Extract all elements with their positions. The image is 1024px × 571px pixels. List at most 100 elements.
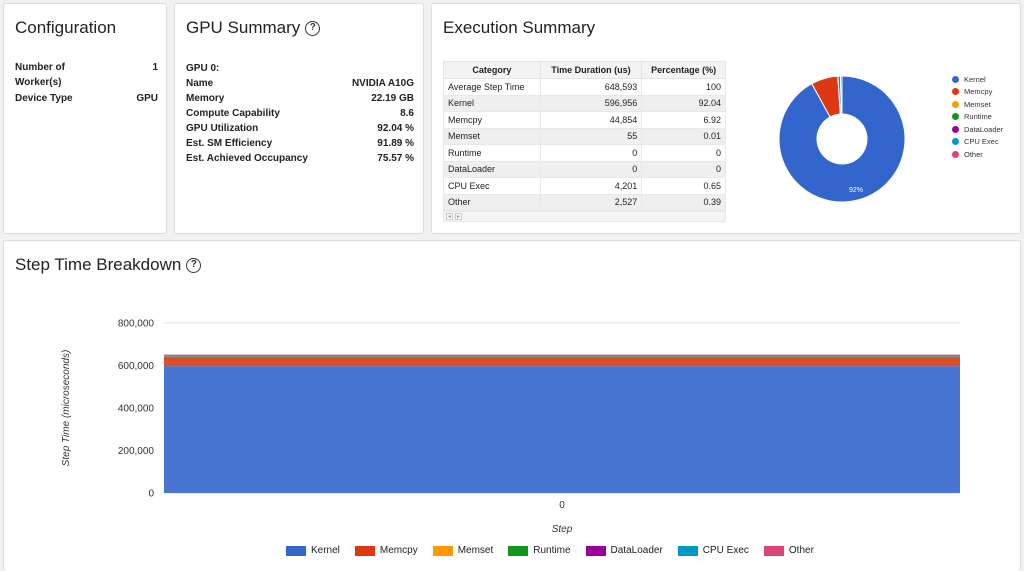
legend-label: Memcpy [379,545,418,556]
legend-dot-icon [952,113,959,121]
y-tick-label: 400,000 [118,404,155,415]
gpu-row-label: Est. SM Efficiency [186,138,273,149]
legend-label: Kernel [311,545,340,556]
legend-item[interactable]: DataLoader [585,545,663,556]
step-time-title: Step Time Breakdown ? [15,255,202,275]
legend-swatch-icon [286,545,306,556]
execution-pie-chart: 92% [778,75,906,203]
configuration-title: Configuration [15,18,116,38]
legend-item[interactable]: Other [952,148,1003,161]
help-icon[interactable]: ? [186,257,202,273]
legend-item[interactable]: DataLoader [952,123,1003,136]
y-tick-label: 0 [148,489,154,500]
legend-dot-icon [952,100,959,108]
configuration-list: Number of Worker(s) 1 Device Type GPU [15,61,158,106]
gpu-row-label: Memory [186,93,225,104]
table-cell: 0.39 [641,193,726,211]
gpu-label-row: GPU 0: [186,61,414,76]
legend-swatch-icon [354,545,375,556]
area-band-kernel[interactable] [164,366,960,493]
legend-label: Memcpy [964,87,993,97]
gpu-row-label: Est. Achieved Occupancy [186,153,308,164]
table-cell: 596,956 [539,94,643,112]
legend-dot-icon [952,88,959,96]
legend-label: Runtime [533,545,571,556]
column-header[interactable]: Percentage (%) [641,61,726,79]
area-band-memset[interactable] [164,356,960,358]
column-header[interactable]: Category [443,61,541,79]
table-cell: Other [443,193,541,211]
legend-item[interactable]: Runtime [508,545,571,556]
scroll-left-icon[interactable]: ◂ [446,213,453,220]
y-tick-label: 800,000 [118,319,155,330]
gpu-row: Compute Capability 8.6 [186,106,414,121]
gpu-row: Est. SM Efficiency 91.89 % [186,136,414,151]
config-label: Number of Worker(s) [15,62,65,88]
gpu-row-value: 22.19 GB [371,93,414,104]
legend-item[interactable]: Memcpy [354,545,418,556]
x-axis-label: Step [552,524,573,535]
gpu-row-label: Compute Capability [186,108,280,119]
table-cell: Kernel [443,94,541,112]
table-cell: Memset [443,127,541,145]
area-band-memcpy[interactable] [164,356,960,367]
legend-item[interactable]: Memcpy [952,86,1003,99]
legend-swatch-icon [585,545,606,556]
config-row-device-type: Device Type GPU [15,91,158,106]
y-axis-label: Step Time (microseconds) [61,350,72,467]
execution-summary-title-text: Execution Summary [443,18,596,37]
configuration-title-text: Configuration [15,18,117,37]
step-time-legend: Kernel Memcpy Memset Runtime DataLoader CPU E… [286,545,829,556]
gpu-row-value: 8.6 [400,108,414,119]
gpu-row: Memory 22.19 GB [186,91,414,106]
area-band-cpu-exec[interactable] [164,355,960,357]
legend-label: Runtime [964,112,992,122]
y-tick-label: 200,000 [118,446,155,457]
legend-item[interactable]: Runtime [952,111,1003,124]
legend-item[interactable]: CPU Exec [952,136,1003,149]
legend-item[interactable]: Memset [432,545,493,556]
legend-label: DataLoader [964,124,1004,134]
gpu-row-value: 92.04 % [377,123,414,134]
x-tick-label: 0 [559,500,565,511]
legend-dot-icon [952,150,959,158]
help-icon[interactable]: ? [305,20,321,36]
gpu-summary-title: GPU Summary ? [186,18,321,38]
scroll-right-icon[interactable]: ▸ [455,213,462,220]
gpu-summary-title-text: GPU Summary [186,18,301,37]
legend-item[interactable]: Kernel [286,545,340,556]
column-header[interactable]: Time Duration (us) [539,61,643,79]
gpu-row: Name NVIDIA A10G [186,76,414,91]
legend-dot-icon [952,75,959,83]
legend-swatch-icon [508,545,529,556]
legend-label: CPU Exec [964,137,999,147]
gpu-label: GPU 0: [186,63,220,74]
gpu-row-value: 75.57 % [377,153,414,164]
legend-label: Kernel [964,74,986,84]
y-tick-label: 600,000 [118,361,155,372]
pie-slice-label: 92% [849,187,863,194]
legend-item[interactable]: Other [763,545,814,556]
legend-label: Other [788,545,814,556]
configuration-card: Configuration Number of Worker(s) 1 Devi… [3,3,167,234]
execution-summary-card: Execution Summary Category Time Duration … [431,3,1021,234]
pie-slice-kernel[interactable] [778,75,906,203]
table-scrollbar[interactable]: ◂ ▸ [443,211,726,222]
table-row: Kernel 596,956 92.04 [443,94,726,112]
config-value: 1 [152,62,158,73]
legend-item[interactable]: CPU Exec [677,545,749,556]
legend-swatch-icon [763,545,784,556]
legend-swatch-icon [432,545,453,556]
gpu-row-label: GPU Utilization [186,123,259,134]
table-row: Memcpy 44,854 6.92 [443,111,726,129]
gpu-row-value: NVIDIA A10G [351,78,414,89]
legend-label: Other [964,149,983,159]
pie-legend: Kernel Memcpy Memset Runtime DataLoader CPU E… [952,73,1003,161]
legend-dot-icon [952,125,959,133]
legend-item[interactable]: Kernel [952,73,1003,86]
legend-item[interactable]: Memset [952,98,1003,111]
legend-label: Memset [964,99,991,109]
config-row-workers: Number of Worker(s) 1 [15,61,158,90]
legend-swatch-icon [677,545,698,556]
